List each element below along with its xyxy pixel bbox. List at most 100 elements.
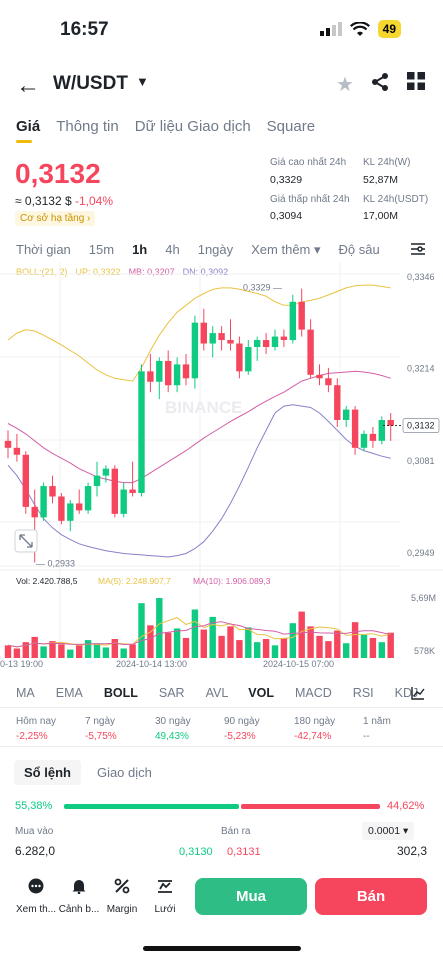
candle-body xyxy=(254,340,261,347)
orderbook-tabs: Sổ lệnh Giao dịch xyxy=(14,760,158,785)
indicator-chart-icon[interactable] xyxy=(411,686,425,705)
ind-rsi[interactable]: RSI xyxy=(352,686,374,700)
nav-grid[interactable]: Lưới xyxy=(143,878,187,915)
boll-up: UP: 0,3322 xyxy=(75,267,121,277)
nav-margin[interactable]: Margin xyxy=(100,878,144,915)
candle-body xyxy=(111,468,118,514)
price-approx: ≈ 0,3132 $ xyxy=(15,194,72,208)
tab-trading-data[interactable]: Dữ liệu Giao dịch xyxy=(134,118,251,135)
boll-legend: BOLL:(21, 2) UP: 0,3322 MB: 0,3207 DN: 0… xyxy=(16,267,228,277)
ind-avl[interactable]: AVL xyxy=(205,686,229,700)
volume-bar xyxy=(378,642,385,658)
volume-bar xyxy=(31,636,38,658)
candle-body xyxy=(200,322,207,344)
volume-bar xyxy=(280,637,288,658)
pair-title[interactable]: W/USDT xyxy=(53,73,128,94)
volume-bar xyxy=(138,603,145,658)
volume-bar xyxy=(165,632,172,658)
perf-label: 90 ngày xyxy=(224,716,260,727)
volume-bar xyxy=(173,628,181,658)
sell-ratio-fill xyxy=(241,804,380,809)
star-icon[interactable]: ★ xyxy=(336,74,354,96)
volume-bar xyxy=(360,634,368,658)
tf-15m[interactable]: 15m xyxy=(88,242,115,257)
tf-4h[interactable]: 4h xyxy=(165,242,180,257)
candle-body xyxy=(245,347,252,372)
volume-bar xyxy=(236,640,243,658)
buy-label: Mua vào xyxy=(15,826,54,837)
buy-sell-ratio-bar xyxy=(64,804,380,809)
divider xyxy=(0,746,443,747)
signal-icon xyxy=(319,22,342,36)
vol-w-value: 52,87M xyxy=(363,174,399,186)
tf-more[interactable]: Xem thêm ▾ xyxy=(251,242,321,257)
sell-price[interactable]: 0,3131 xyxy=(227,846,261,858)
buy-pct: 55,38% xyxy=(15,800,53,812)
perf-180d: 180 ngày -42,74% xyxy=(294,716,335,742)
volume-bar xyxy=(325,641,332,658)
expand-icon[interactable] xyxy=(14,529,38,553)
candle-body xyxy=(307,329,314,375)
pair-dropdown-icon[interactable]: ▼ xyxy=(136,74,149,89)
share-icon[interactable] xyxy=(370,72,390,98)
tab-price[interactable]: Giá xyxy=(16,118,41,143)
candle-body xyxy=(76,503,83,511)
precision-select[interactable]: 0.0001 ▾ xyxy=(362,822,415,840)
volume-bar xyxy=(49,641,56,658)
perf-label: 180 ngày xyxy=(294,716,336,727)
buy-price[interactable]: 0,3130 xyxy=(179,846,213,858)
volume-bar xyxy=(245,627,252,658)
nav-alert[interactable]: Cảnh b... xyxy=(57,878,101,915)
volume-bar xyxy=(102,647,110,658)
candle-body xyxy=(191,322,199,379)
perf-value: -2,25% xyxy=(16,731,48,742)
candle-body xyxy=(271,336,279,347)
perf-label: 1 năm xyxy=(363,716,391,727)
back-arrow-icon[interactable]: ← xyxy=(16,72,40,99)
nav-more[interactable]: Xem th... xyxy=(14,878,58,915)
buy-button[interactable]: Mua xyxy=(195,878,307,915)
divider xyxy=(0,707,443,708)
candle-body xyxy=(182,364,190,379)
indicator-row: MA EMA BOLL SAR AVL VOL MACD RSI KDJ xyxy=(16,686,439,700)
ind-ema[interactable]: EMA xyxy=(55,686,83,700)
candle-body xyxy=(343,409,350,420)
price-chart[interactable]: BINANCE 0,3346 0,3214 0,3081 0,2949 0,3132 0,… xyxy=(0,262,443,674)
tab-trades[interactable]: Giao dịch xyxy=(96,765,152,780)
tab-square[interactable]: Square xyxy=(266,118,316,135)
ind-macd[interactable]: MACD xyxy=(294,686,332,700)
tab-info[interactable]: Thông tin xyxy=(56,118,119,135)
vol-axis-tick: 578K xyxy=(414,646,435,656)
tab-orderbook[interactable]: Sổ lệnh xyxy=(14,760,81,785)
sell-pct: 44,62% xyxy=(387,800,425,812)
price-approx-row: ≈ 0,3132 $ -1,04% xyxy=(15,194,113,208)
low-annotation: — 0,2933 xyxy=(36,559,75,569)
volume-bar xyxy=(4,645,12,658)
chart-settings-icon[interactable] xyxy=(410,242,426,261)
nav-label: Lưới xyxy=(154,904,176,915)
tf-1d[interactable]: 1ngày xyxy=(197,242,234,257)
candle-body xyxy=(325,378,332,386)
category-badge[interactable]: Cơ sở hạ tầng › xyxy=(15,211,96,226)
vol-ma5-line xyxy=(7,616,391,648)
time-axis-tick: 2024-10-14 13:00 xyxy=(116,659,187,669)
boll-name: BOLL:(21, 2) xyxy=(16,267,68,277)
candle-body xyxy=(227,340,234,344)
time-axis-tick: 2024-10-15 07:00 xyxy=(263,659,334,669)
nav-label: Cảnh b... xyxy=(58,904,100,915)
perf-1y: 1 năm -- xyxy=(363,716,391,742)
grid-icon[interactable] xyxy=(407,72,425,96)
sell-button[interactable]: Bán xyxy=(315,878,427,915)
tf-1h[interactable]: 1h xyxy=(132,242,148,257)
ind-sar[interactable]: SAR xyxy=(158,686,185,700)
volume-bar xyxy=(120,648,127,658)
ind-boll[interactable]: BOLL xyxy=(103,686,138,700)
candle-body xyxy=(173,364,181,386)
perf-value: -42,74% xyxy=(294,731,332,742)
ind-ma[interactable]: MA xyxy=(16,686,35,700)
tf-time[interactable]: Thời gian xyxy=(16,242,71,257)
volume-bar xyxy=(289,623,296,658)
volume-bar xyxy=(334,630,341,658)
ind-vol[interactable]: VOL xyxy=(248,686,274,700)
tf-depth[interactable]: Độ sâu xyxy=(338,242,380,257)
